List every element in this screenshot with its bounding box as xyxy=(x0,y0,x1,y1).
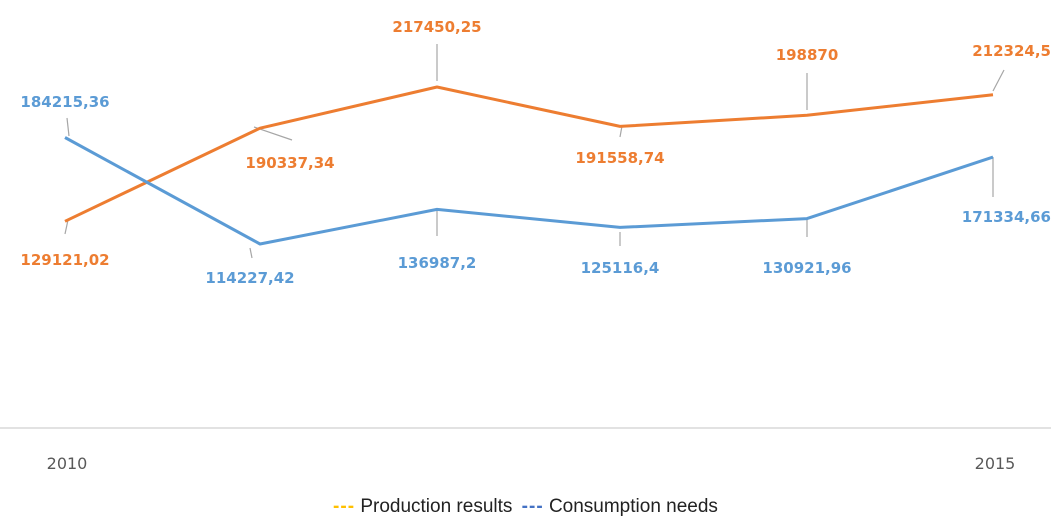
x-tick-labels: 2010 2015 xyxy=(47,454,1016,473)
data-label-consumption-0: 184215,36 xyxy=(20,93,109,111)
legend-item-consumption: --- Consumption needs xyxy=(522,496,718,518)
data-label-production-0: 129121,02 xyxy=(20,251,109,269)
data-labels: 129121,02 190337,34 217450,25 191558,74 1988… xyxy=(20,18,1051,287)
leader-line-production-0 xyxy=(64,219,69,235)
data-label-consumption-4: 130921,96 xyxy=(762,259,851,277)
leader-lines xyxy=(64,44,1005,259)
x-tick-label-0: 2010 xyxy=(47,454,88,473)
series-line-production xyxy=(64,85,994,223)
legend-consumption-swatch: --- xyxy=(521,496,544,517)
legend-production-swatch: --- xyxy=(333,496,356,517)
x-tick-label-5: 2015 xyxy=(975,454,1016,473)
data-label-consumption-1: 114227,42 xyxy=(205,269,294,287)
leader-line-consumption-1 xyxy=(249,247,253,259)
leader-line-production-3 xyxy=(619,125,623,138)
data-label-consumption-3: 125116,4 xyxy=(581,259,660,277)
data-label-consumption-2: 136987,2 xyxy=(398,254,477,272)
data-label-production-1: 190337,34 xyxy=(245,154,334,172)
data-label-production-5: 212324,5 xyxy=(972,42,1051,60)
data-label-consumption-5: 171334,66 xyxy=(962,208,1051,226)
data-label-production-3: 191558,74 xyxy=(575,149,664,167)
legend-production-label: Production results xyxy=(360,496,513,517)
data-label-production-2: 217450,25 xyxy=(392,18,481,36)
legend-item-production: --- Production results xyxy=(333,496,512,518)
leader-line-production-5 xyxy=(992,69,1005,92)
series-line-consumption xyxy=(64,136,994,246)
data-label-production-4: 198870 xyxy=(776,46,839,64)
legend: --- Production results --- Consumption n… xyxy=(0,496,1051,518)
legend-consumption-label: Consumption needs xyxy=(548,496,718,517)
leader-line-consumption-0 xyxy=(66,117,70,137)
line-chart: 129121,02 190337,34 217450,25 191558,74 1988… xyxy=(0,18,1051,473)
series-lines xyxy=(64,85,994,246)
